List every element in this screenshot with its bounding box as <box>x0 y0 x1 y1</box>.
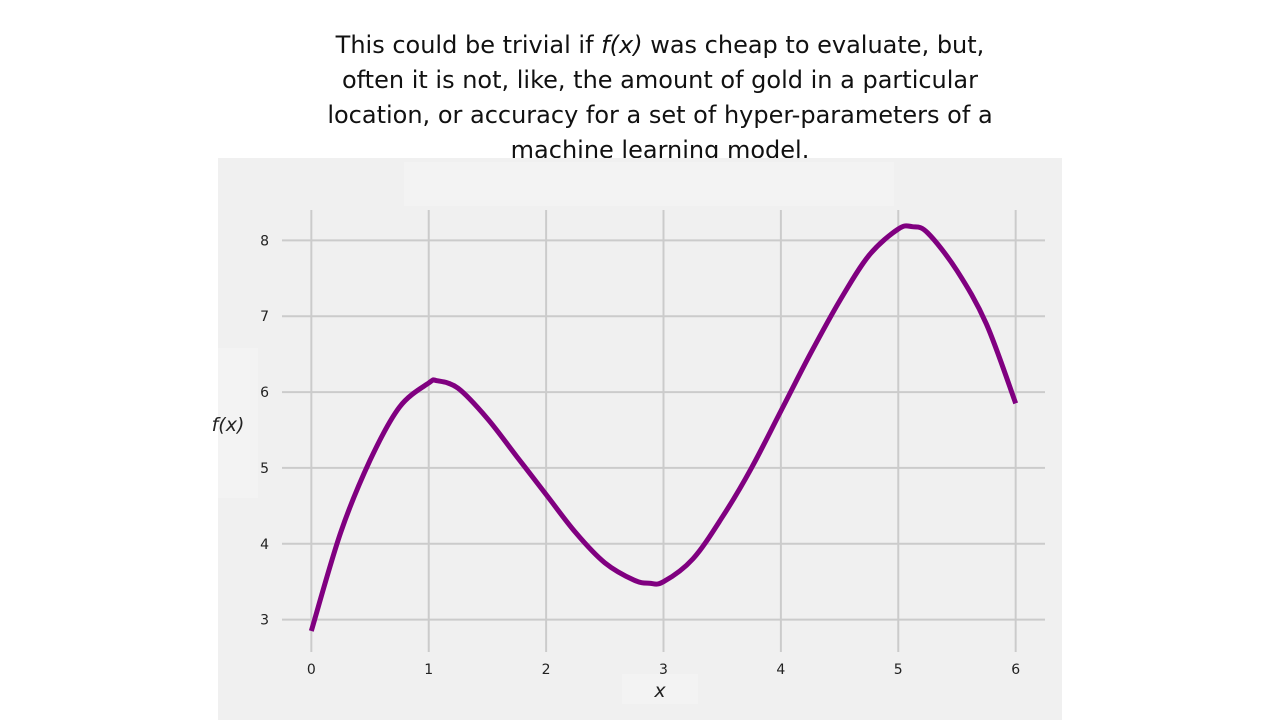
caption-text-start: This could be trivial if <box>335 31 602 59</box>
x-tick-label: 3 <box>659 662 668 678</box>
tick-labels: 0 1 2 3 4 5 6 3 4 5 6 7 8 <box>260 233 1020 678</box>
slide-caption: This could be trivial if f(x) was cheap … <box>320 28 1000 168</box>
caption-fx: f(x) <box>601 31 643 59</box>
plot-background <box>218 158 1062 720</box>
caption-text-end: was cheap to evaluate, but, often it is … <box>327 31 993 164</box>
series-group <box>308 223 1019 632</box>
y-tick-label: 3 <box>260 613 269 629</box>
x-tick-label: 5 <box>894 662 903 678</box>
plot-title-area <box>404 162 894 206</box>
series-line <box>308 223 1019 632</box>
x-axis-label: x <box>653 680 666 702</box>
x-label-area <box>622 674 698 704</box>
y-tick-label: 6 <box>260 385 269 401</box>
y-tick-label: 7 <box>260 309 269 325</box>
x-tick-label: 4 <box>776 662 785 678</box>
x-tick-label: 0 <box>307 662 316 678</box>
grid-lines <box>282 210 1045 652</box>
y-tick-label: 5 <box>260 461 269 477</box>
x-tick-label: 6 <box>1011 662 1020 678</box>
y-label-area <box>218 348 258 498</box>
x-tick-label: 2 <box>542 662 551 678</box>
y-axis-label: f(x) <box>212 414 245 436</box>
y-tick-label: 4 <box>260 537 269 553</box>
y-tick-label: 8 <box>260 233 269 249</box>
x-tick-label: 1 <box>424 662 433 678</box>
